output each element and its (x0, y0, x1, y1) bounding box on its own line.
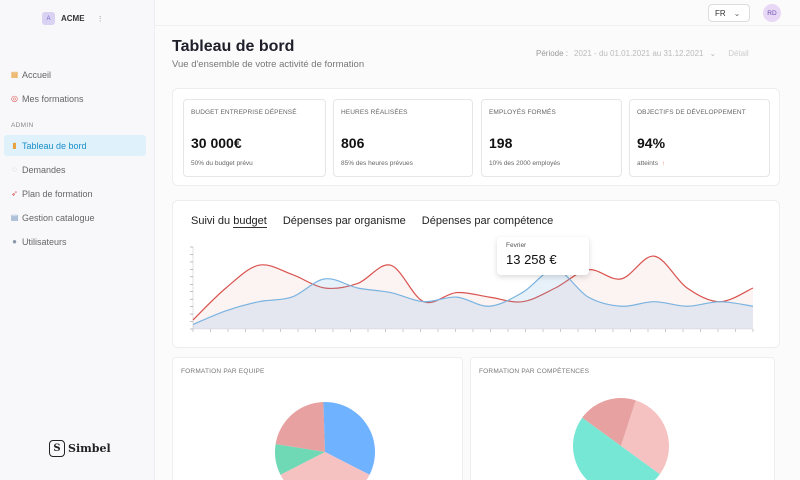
pie-slice (275, 444, 325, 475)
topbar (155, 0, 800, 26)
pie-chart-equipe (275, 402, 375, 480)
kpi-card-employes: EMPLOYÉS FORMÉS 198 10% des 2000 employé… (481, 99, 622, 177)
kpi-note: 10% des 2000 employés (489, 160, 561, 167)
kpi-card-heures: HEURES RÉALISÉES 806 85% des heures prév… (333, 99, 473, 177)
sidebar-item-label: Tableau de bord (22, 140, 87, 151)
sidebar-item-plan-de-formation[interactable]: ➶ Plan de formation (4, 183, 146, 204)
tab-label-prefix: Suivi du (191, 215, 234, 227)
sidebar: A ACME ⋮ ▦ Accueil ◎ Mes formations ADMI… (0, 0, 155, 480)
kpi-label: HEURES RÉALISÉES (341, 109, 408, 116)
chevron-down-icon: ⌄ (733, 8, 741, 18)
kpi-note: atteints ↑ (637, 160, 665, 167)
sidebar-item-label: Demandes (22, 164, 66, 175)
period-label: Période : (536, 49, 569, 58)
series-area (193, 256, 753, 329)
sidebar-item-gestion-catalogue[interactable]: ▤ Gestion catalogue (4, 207, 146, 228)
kpi-label: EMPLOYÉS FORMÉS (489, 109, 556, 116)
pie-chart-competences (573, 398, 669, 480)
tab-suivi-budget[interactable]: Suivi du budget (191, 215, 267, 228)
detail-button[interactable]: Détail (728, 49, 749, 58)
sidebar-item-mes-formations[interactable]: ◎ Mes formations (4, 88, 146, 109)
kpi-value: 806 (341, 135, 365, 151)
sidebar-item-utilisateurs[interactable]: ● Utilisateurs (4, 231, 146, 252)
sidebar-item-label: Mes formations (22, 93, 84, 104)
sidebar-item-label: Plan de formation (22, 188, 93, 199)
chevron-down-icon: ⋮ (96, 15, 104, 23)
kpi-note-text: atteints (637, 160, 658, 167)
catalog-icon: ▤ (10, 213, 19, 222)
kpi-panel: BUDGET ENTREPRISE DÉPENSÉ 30 000€ 50% du… (172, 88, 780, 186)
series-line (192, 269, 754, 325)
tab-depenses-organisme[interactable]: Dépenses par organisme (282, 215, 406, 227)
pie-title: FORMATION PAR EQUIPE (181, 368, 265, 375)
sidebar-item-label: Utilisateurs (22, 236, 67, 247)
series-area (193, 269, 753, 329)
period-selector[interactable]: Période : 2021 - du 01.01.2021 au 31.12.… (536, 49, 749, 58)
sidebar-item-label: Accueil (22, 69, 52, 80)
target-icon: ◎ (11, 94, 18, 103)
brand-mark: S (49, 440, 65, 457)
kpi-card-budget: BUDGET ENTREPRISE DÉPENSÉ 30 000€ 50% du… (183, 99, 326, 177)
kpi-card-objectifs: OBJECTIFS DE DÉVELOPPEMENT 94% atteints ↑ (629, 99, 770, 177)
home-icon: ▦ (10, 70, 19, 79)
pie-slice (280, 452, 370, 480)
sidebar-nav: ▦ Accueil ◎ Mes formations ADMIN ▮ Table… (4, 64, 146, 255)
pie-title: FORMATION PAR COMPÉTENCES (479, 368, 590, 375)
tab-label-underlined: budget (233, 215, 267, 228)
nav-section-admin: ADMIN (11, 121, 34, 129)
tooltip-label: Fevrier (506, 242, 527, 249)
brand-logo: S Simbel (49, 440, 111, 457)
rocket-icon: ➶ (11, 189, 18, 198)
budget-chart-card: Suivi du budget Dépenses par organisme D… (172, 200, 780, 348)
kpi-value: 30 000€ (191, 135, 242, 151)
kpi-label: OBJECTIFS DE DÉVELOPPEMENT (637, 109, 746, 116)
brand-name: Simbel (68, 442, 111, 455)
pie-card-competences: FORMATION PAR COMPÉTENCES (470, 357, 775, 480)
sidebar-item-tableau-de-bord[interactable]: ▮ Tableau de bord (4, 135, 146, 156)
chart-tooltip: Fevrier 13 258 € (497, 237, 589, 275)
chevron-down-icon: ⌄ (709, 49, 717, 58)
series-line (192, 255, 754, 321)
sidebar-item-accueil[interactable]: ▦ Accueil (4, 64, 146, 85)
pie-slice (275, 402, 325, 452)
org-name: ACME (61, 14, 85, 23)
language-value: FR (715, 8, 726, 18)
tooltip-value: 13 258 € (506, 252, 557, 267)
pie-card-equipe: FORMATION PAR EQUIPE (172, 357, 463, 480)
arrow-up-icon: ↑ (661, 160, 666, 167)
kpi-note: 50% du budget prévu (191, 160, 253, 167)
sidebar-item-label: Gestion catalogue (22, 212, 95, 223)
avatar[interactable]: RD (763, 4, 781, 22)
kpi-value: 198 (489, 135, 513, 151)
pie-slice (323, 402, 375, 475)
sidebar-item-demandes[interactable]: ◌ Demandes (4, 159, 146, 180)
language-select[interactable]: FR ⌄ (708, 4, 750, 22)
line-chart (190, 246, 754, 332)
pie-slice (621, 400, 669, 475)
kpi-value: 94% (637, 135, 666, 151)
chart-tabs: Suivi du budget Dépenses par organisme D… (191, 215, 554, 228)
pie-slice (582, 398, 636, 446)
page-subtitle: Vue d'ensemble de votre activité de form… (172, 59, 365, 70)
chart-icon: ▮ (12, 141, 17, 150)
speech-icon: ◌ (12, 165, 17, 174)
page-title: Tableau de bord (172, 38, 295, 55)
pie-slice (573, 417, 660, 480)
kpi-note: 85% des heures prévues (341, 160, 413, 167)
period-value: 2021 - du 01.01.2021 au 31.12.2021 (574, 49, 704, 58)
tab-depenses-competence[interactable]: Dépenses par compétence (421, 215, 554, 227)
org-switcher[interactable]: A ACME ⋮ (42, 12, 104, 25)
kpi-label: BUDGET ENTREPRISE DÉPENSÉ (191, 109, 297, 116)
user-icon: ● (12, 237, 17, 246)
org-logo: A (42, 12, 55, 25)
